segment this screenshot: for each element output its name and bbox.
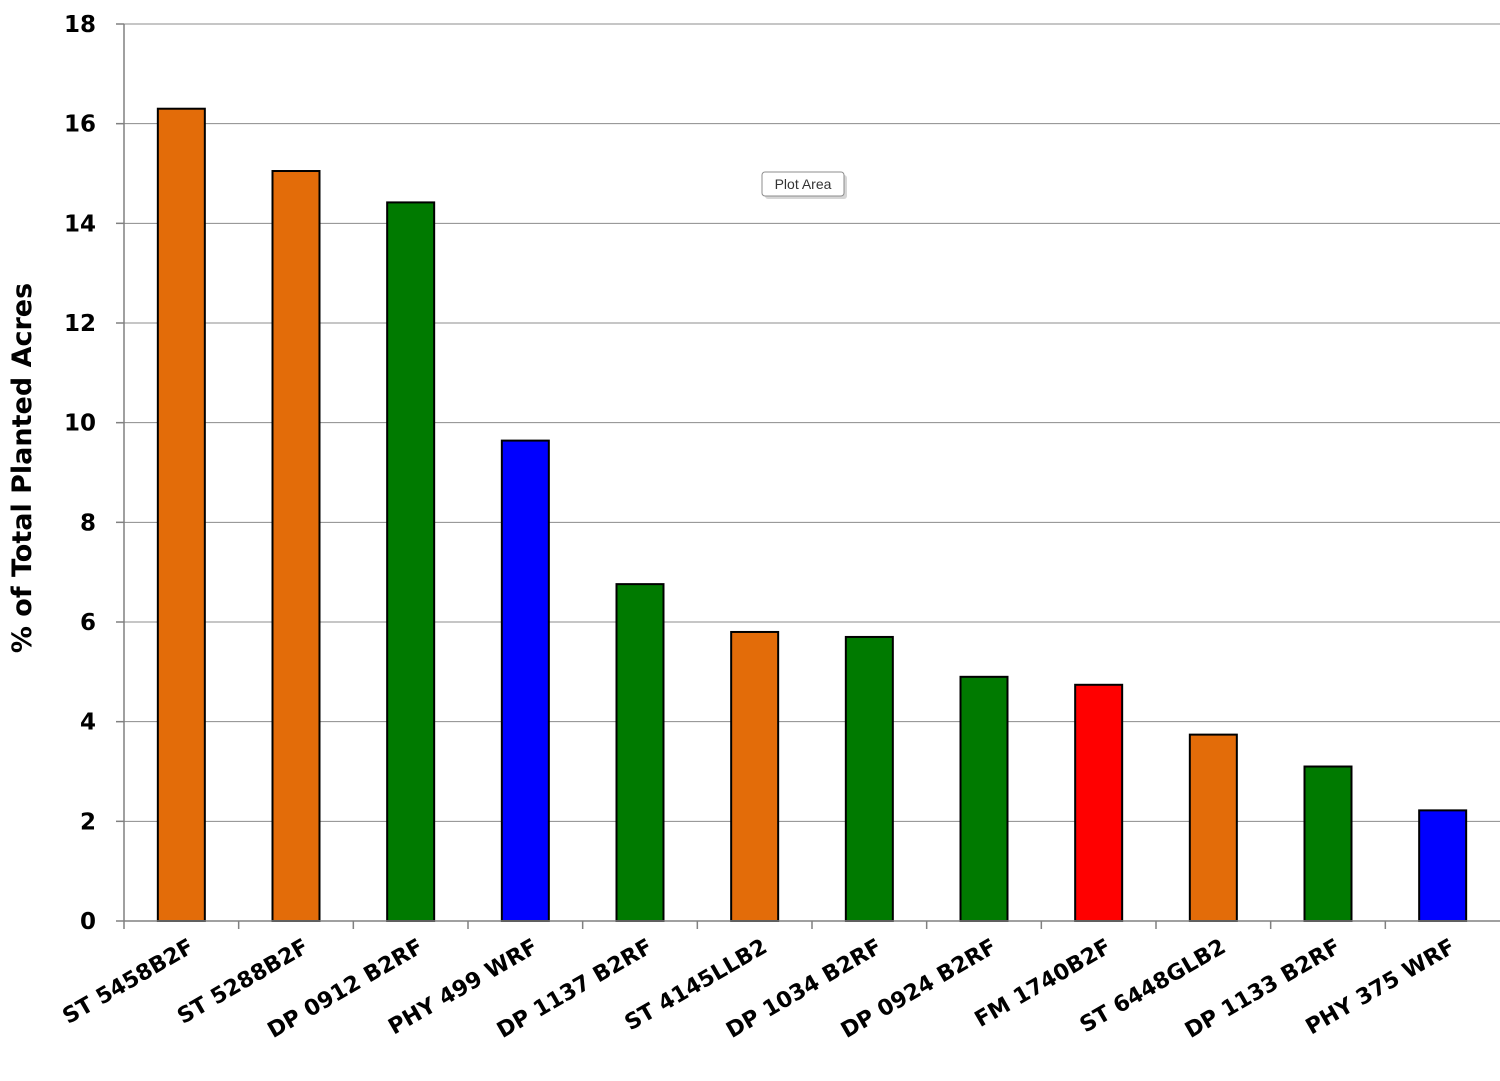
bar [615, 583, 665, 922]
bar [1303, 765, 1353, 922]
y-tick-label: 0 [80, 909, 96, 935]
y-tick-label: 18 [64, 12, 96, 38]
bar [271, 170, 321, 922]
bars [156, 107, 1468, 923]
y-tick-label: 12 [64, 311, 96, 337]
y-tick-label: 8 [80, 510, 96, 536]
bar [959, 675, 1009, 922]
y-tick-label: 14 [64, 211, 96, 237]
plot-area-tooltip: Plot Area [761, 171, 847, 199]
y-tick-labels: 0 2 4 6 8 10 12 14 16 18 [64, 12, 124, 935]
bar [1418, 809, 1468, 922]
y-tick-label: 16 [64, 112, 96, 138]
y-tick-label: 4 [80, 710, 96, 736]
bar [1074, 683, 1124, 922]
bar [156, 107, 206, 922]
axes [123, 24, 1500, 922]
tooltip-label: Plot Area [775, 176, 832, 192]
bar [386, 201, 436, 923]
bar [1188, 733, 1238, 923]
y-tick-label: 10 [64, 411, 96, 437]
bar [730, 630, 780, 922]
y-tick-label: 2 [80, 809, 96, 835]
y-axis-title: % of Total Planted Acres [7, 283, 38, 653]
bar [844, 635, 894, 922]
bar [500, 439, 550, 922]
y-tick-label: 6 [80, 610, 96, 636]
gridlines [124, 23, 1500, 822]
